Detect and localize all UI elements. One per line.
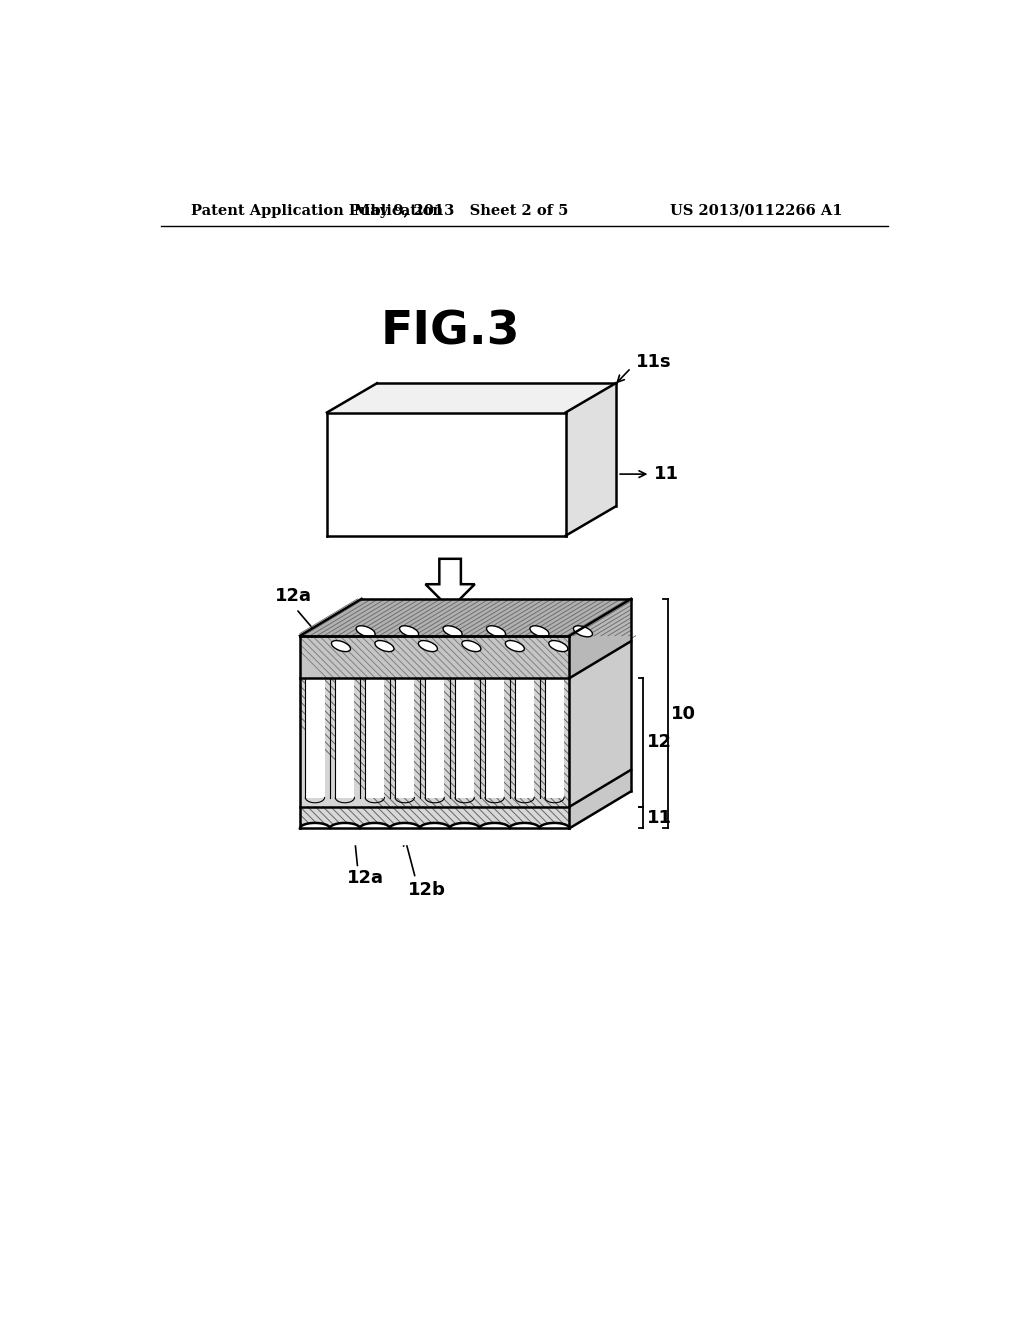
Ellipse shape [419, 640, 437, 652]
Ellipse shape [486, 626, 506, 636]
Polygon shape [565, 383, 615, 536]
Text: 11: 11 [646, 809, 672, 826]
Text: FIG.3: FIG.3 [380, 309, 520, 354]
Text: 12a: 12a [347, 870, 384, 887]
Polygon shape [305, 678, 325, 797]
Polygon shape [455, 678, 474, 797]
Polygon shape [300, 678, 569, 807]
Text: 12: 12 [646, 734, 672, 751]
Polygon shape [545, 678, 564, 797]
Text: 12a: 12a [275, 587, 312, 605]
Text: 11: 11 [654, 465, 679, 483]
Text: 12b: 12b [409, 880, 445, 899]
Ellipse shape [332, 640, 350, 652]
Polygon shape [327, 383, 615, 412]
Polygon shape [300, 807, 569, 829]
Text: 10: 10 [671, 705, 696, 722]
Text: 11s: 11s [636, 354, 672, 371]
Ellipse shape [505, 640, 524, 652]
Polygon shape [425, 558, 475, 609]
Polygon shape [569, 599, 631, 678]
Polygon shape [515, 678, 535, 797]
Ellipse shape [549, 640, 568, 652]
Ellipse shape [399, 626, 419, 636]
Text: Patent Application Publication: Patent Application Publication [190, 203, 442, 218]
Polygon shape [335, 678, 354, 797]
Polygon shape [395, 678, 415, 797]
Ellipse shape [443, 626, 462, 636]
Polygon shape [485, 678, 504, 797]
Ellipse shape [356, 626, 375, 636]
Text: US 2013/0112266 A1: US 2013/0112266 A1 [670, 203, 842, 218]
Text: May 9, 2013   Sheet 2 of 5: May 9, 2013 Sheet 2 of 5 [354, 203, 569, 218]
Polygon shape [300, 599, 631, 636]
Ellipse shape [573, 626, 593, 636]
Polygon shape [569, 642, 631, 807]
Polygon shape [425, 678, 444, 797]
Ellipse shape [462, 640, 481, 652]
Polygon shape [569, 770, 631, 829]
Ellipse shape [530, 626, 549, 636]
Polygon shape [327, 412, 565, 536]
Polygon shape [300, 822, 569, 845]
Polygon shape [300, 636, 569, 678]
Ellipse shape [375, 640, 394, 652]
Polygon shape [366, 678, 384, 797]
